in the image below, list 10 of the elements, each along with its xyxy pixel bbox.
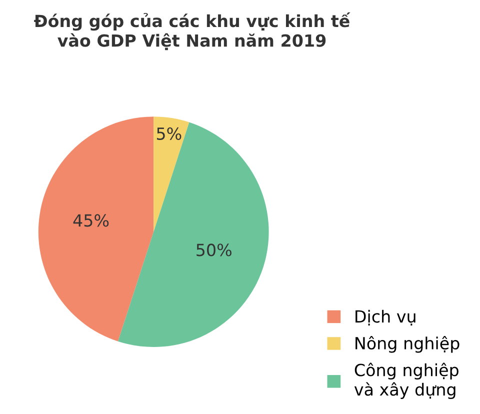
chart-title: Đóng góp của các khu vực kinh tế vào GDP Việt Nam năm 2019 — [34, 12, 350, 50]
pie-slice — [38, 116, 154, 342]
legend-label: Nông nghiệp — [356, 336, 460, 353]
pie-slice — [118, 122, 269, 348]
data-label: 5% — [156, 127, 182, 140]
data-label: 50% — [196, 244, 232, 256]
data-label: 45% — [73, 214, 109, 227]
legend-label: Công nghiệp và xây dựng — [354, 362, 458, 399]
legend-label: Dịch vụ — [356, 310, 416, 326]
pie-slice — [154, 116, 190, 232]
